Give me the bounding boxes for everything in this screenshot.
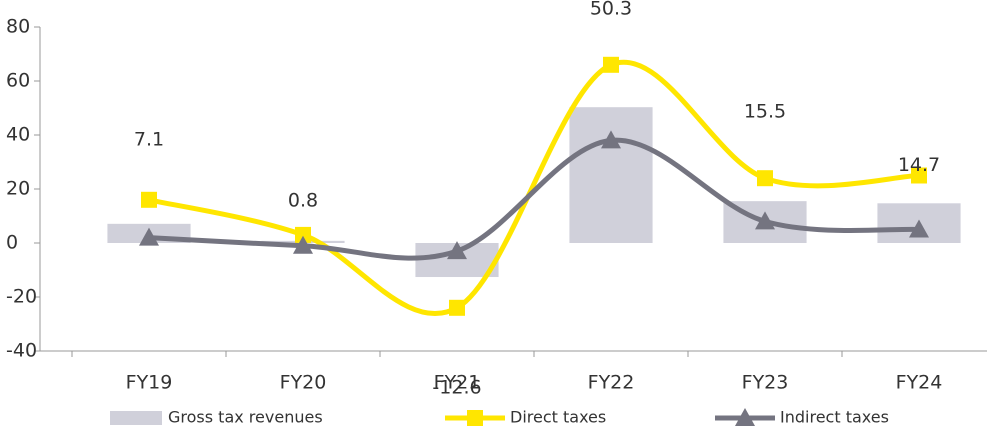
y-tick-label: 20	[6, 178, 30, 200]
legend-swatch	[110, 411, 162, 425]
marker	[293, 235, 313, 254]
marker	[467, 410, 483, 426]
marker	[911, 167, 927, 184]
legend-label: Indirect taxes	[780, 408, 889, 427]
data-label: 7.1	[134, 128, 164, 150]
x-tick-label: FY19	[126, 372, 173, 394]
marker	[447, 241, 467, 260]
y-tick-label: 60	[6, 70, 30, 92]
marker	[603, 56, 619, 73]
legend-label: Gross tax revenues	[168, 408, 323, 427]
data-label: 50.3	[590, 0, 632, 19]
x-tick-label: FY22	[588, 372, 635, 394]
marker	[141, 191, 157, 208]
marker	[735, 408, 755, 426]
marker	[601, 130, 621, 149]
bar	[569, 107, 653, 243]
marker	[449, 299, 465, 316]
y-tick-label: 0	[6, 232, 18, 254]
line	[148, 137, 920, 261]
y-tick-label: 40	[6, 124, 30, 146]
x-tick-label: FY20	[280, 372, 327, 394]
marker	[909, 219, 929, 238]
data-label: 14.7	[898, 154, 940, 176]
marker	[139, 227, 159, 246]
marker	[757, 170, 773, 187]
data-label: 0.8	[288, 189, 318, 211]
y-tick-label: -40	[6, 340, 37, 362]
x-tick-label: FY24	[896, 372, 943, 394]
data-label: -12.6	[432, 376, 481, 398]
marker	[755, 211, 775, 230]
data-label: 15.5	[744, 101, 786, 123]
marker	[295, 226, 311, 243]
x-tick-label: FY23	[742, 372, 789, 394]
y-tick-label: 80	[6, 16, 30, 38]
x-tick-label: FY21	[434, 372, 481, 394]
legend-label: Direct taxes	[510, 408, 606, 427]
y-tick-label: -20	[6, 286, 37, 308]
